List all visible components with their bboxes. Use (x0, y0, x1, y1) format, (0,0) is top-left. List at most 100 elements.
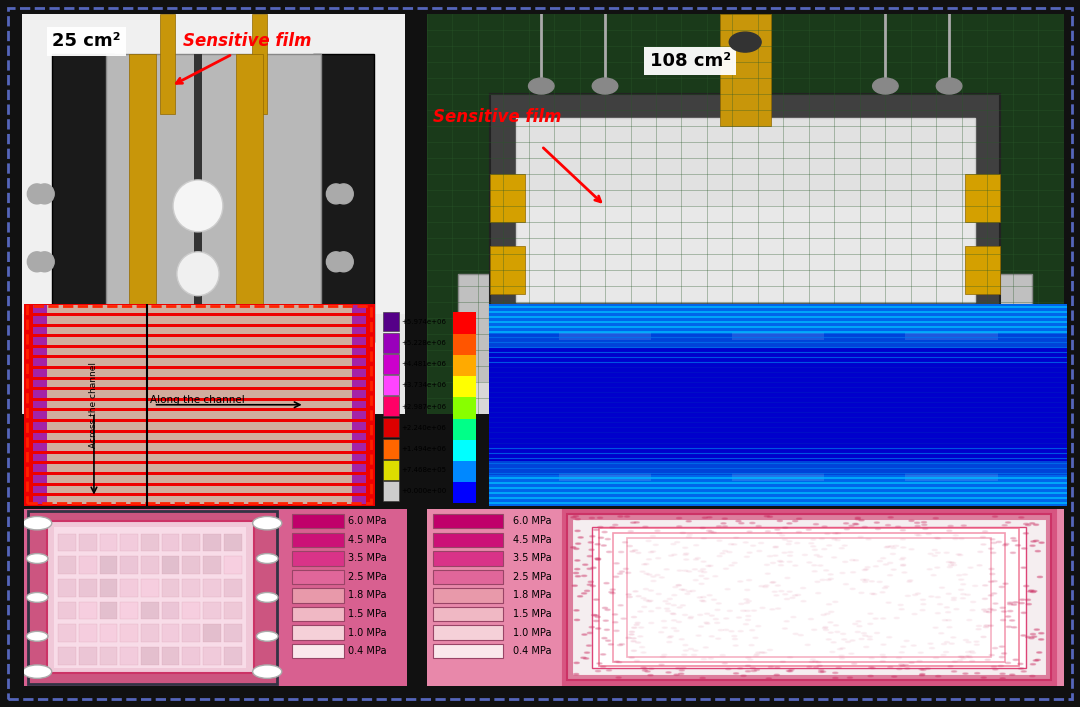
Bar (32, 337, 46, 345)
Circle shape (864, 579, 869, 580)
Circle shape (1017, 663, 1023, 665)
Circle shape (588, 568, 592, 569)
Circle shape (759, 652, 765, 653)
Bar (433, 570, 503, 584)
Bar (352, 464, 366, 472)
Circle shape (771, 581, 775, 583)
Circle shape (993, 603, 998, 604)
Circle shape (951, 597, 957, 599)
Circle shape (683, 570, 688, 571)
Text: 0.4 MPa: 0.4 MPa (513, 646, 551, 656)
Circle shape (944, 552, 949, 554)
Circle shape (583, 658, 589, 659)
Circle shape (818, 565, 823, 566)
Bar (292, 551, 343, 566)
Circle shape (1001, 611, 1007, 612)
Circle shape (744, 599, 748, 600)
Bar (99, 556, 118, 574)
Circle shape (253, 516, 282, 530)
Circle shape (814, 554, 820, 556)
Circle shape (582, 634, 586, 636)
Circle shape (589, 542, 593, 543)
Circle shape (811, 546, 815, 547)
Circle shape (851, 571, 855, 573)
Circle shape (696, 635, 701, 636)
Circle shape (999, 586, 1004, 588)
Bar (162, 534, 179, 551)
Bar (352, 475, 366, 483)
Circle shape (855, 517, 861, 518)
Circle shape (977, 565, 982, 566)
Circle shape (605, 629, 609, 631)
Circle shape (745, 657, 751, 658)
Circle shape (917, 660, 922, 662)
Circle shape (933, 658, 939, 659)
Circle shape (702, 517, 707, 518)
Bar (433, 607, 503, 621)
Circle shape (690, 590, 696, 592)
Circle shape (798, 634, 804, 636)
Circle shape (946, 612, 950, 613)
Text: 3.5 MPa: 3.5 MPa (513, 554, 551, 563)
Circle shape (618, 573, 622, 574)
Circle shape (753, 637, 758, 638)
Text: +5.974e+06: +5.974e+06 (402, 319, 446, 325)
Circle shape (983, 585, 988, 586)
Circle shape (661, 620, 666, 621)
Circle shape (934, 537, 940, 539)
Bar (292, 626, 343, 640)
Circle shape (839, 658, 845, 659)
Text: +2.987e+06: +2.987e+06 (402, 404, 446, 409)
Circle shape (966, 651, 971, 653)
Circle shape (832, 556, 837, 558)
Circle shape (726, 668, 731, 670)
Circle shape (1003, 544, 1009, 545)
Circle shape (23, 516, 52, 530)
Circle shape (701, 597, 706, 598)
Text: 1.8 MPa: 1.8 MPa (513, 590, 551, 600)
Circle shape (704, 578, 708, 579)
Circle shape (586, 645, 592, 646)
Circle shape (951, 671, 957, 672)
Circle shape (648, 600, 653, 602)
Bar (79, 556, 96, 574)
Bar (490, 174, 525, 222)
Bar (352, 316, 366, 324)
Circle shape (981, 536, 985, 537)
Circle shape (708, 658, 714, 659)
Circle shape (732, 562, 738, 563)
Text: Along the channel: Along the channel (150, 395, 245, 404)
Bar (162, 624, 179, 642)
Circle shape (993, 516, 998, 518)
Circle shape (880, 592, 886, 593)
Circle shape (672, 554, 677, 555)
Circle shape (735, 520, 741, 522)
Circle shape (680, 667, 686, 669)
Circle shape (778, 561, 782, 562)
Bar (32, 390, 46, 398)
Circle shape (648, 674, 653, 676)
Circle shape (905, 595, 910, 597)
Circle shape (839, 547, 845, 549)
Circle shape (576, 543, 581, 544)
Circle shape (676, 585, 681, 586)
Circle shape (713, 575, 718, 577)
Circle shape (918, 652, 923, 653)
Circle shape (701, 568, 705, 570)
Circle shape (966, 641, 971, 643)
Circle shape (1034, 524, 1039, 525)
Circle shape (870, 667, 875, 669)
Circle shape (702, 571, 707, 573)
Circle shape (787, 670, 793, 672)
Bar (79, 602, 96, 619)
Circle shape (862, 569, 867, 571)
Circle shape (840, 648, 846, 649)
Bar (32, 486, 46, 493)
Circle shape (775, 585, 781, 586)
Bar (489, 334, 1067, 349)
Bar (32, 316, 366, 324)
Circle shape (683, 547, 688, 549)
Circle shape (672, 604, 676, 606)
Circle shape (780, 534, 785, 536)
Circle shape (826, 579, 831, 580)
